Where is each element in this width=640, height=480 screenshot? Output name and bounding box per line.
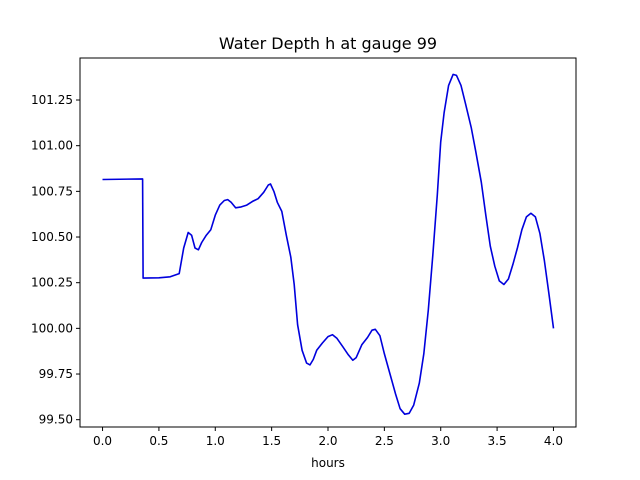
- x-tick-label: 0.5: [149, 434, 168, 448]
- x-tick-label: 2.5: [375, 434, 394, 448]
- y-tick-label: 101.00: [31, 139, 73, 153]
- x-tick-label: 3.0: [431, 434, 450, 448]
- x-tick-label: 3.5: [488, 434, 507, 448]
- y-tick-label: 100.25: [31, 276, 73, 290]
- y-tick-label: 100.00: [31, 321, 73, 335]
- y-tick-label: 99.75: [39, 367, 73, 381]
- y-tick-label: 99.50: [39, 413, 73, 427]
- x-axis-label: hours: [311, 456, 345, 470]
- chart-title: Water Depth h at gauge 99: [219, 34, 437, 53]
- y-tick-label: 100.75: [31, 184, 73, 198]
- x-axis: 0.0 0.5 1.0 1.5 2.0 2.5 3.0 3.5 4.0: [93, 427, 563, 448]
- x-tick-label: 1.5: [262, 434, 281, 448]
- x-tick-label: 0.0: [93, 434, 112, 448]
- x-tick-label: 1.0: [206, 434, 225, 448]
- y-tick-label: 101.25: [31, 93, 73, 107]
- x-tick-label: 2.0: [318, 434, 337, 448]
- series-line: [102, 73, 555, 416]
- y-axis: 99.50 99.75 100.00 100.25 100.50 100.75 101.00…: [31, 93, 80, 427]
- y-tick-label: 100.50: [31, 230, 73, 244]
- x-tick-label: 4.0: [544, 434, 563, 448]
